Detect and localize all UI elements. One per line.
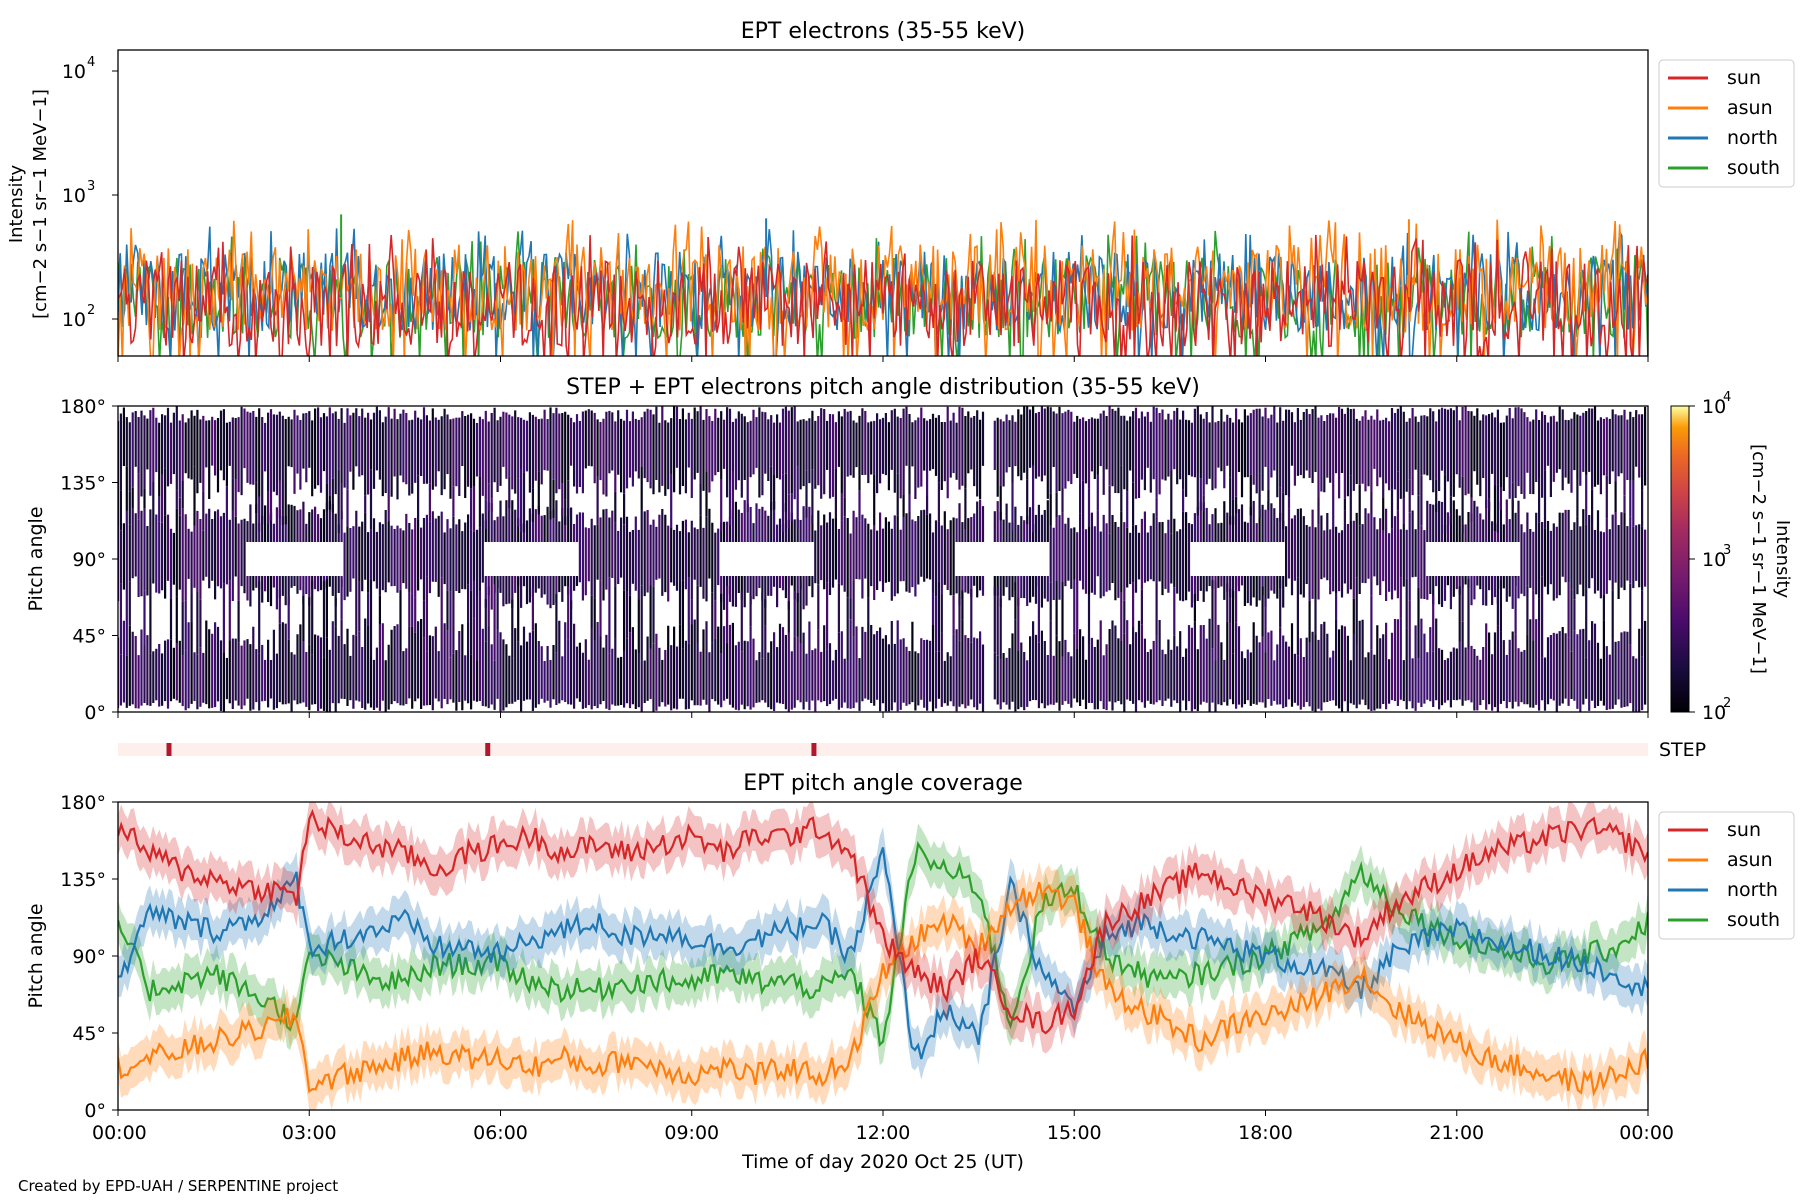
panel-intensity: EPT electrons (35-55 keV) 10 2 10 3 10 4… [6, 19, 1795, 362]
colorbar-gradient [1670, 405, 1690, 713]
p4-ytick-label: 0° [84, 1100, 106, 1122]
p1-ytick-exp: 4 [87, 55, 95, 70]
p2-ytick-label: 90° [72, 549, 106, 571]
x-axis-label: Time of day 2020 Oct 25 (UT) [741, 1151, 1024, 1173]
cb-tick-label: 10 [1702, 549, 1726, 571]
p1-ytick-label: 10 [62, 309, 86, 331]
panel2-title: STEP + EPT electrons pitch angle distrib… [566, 375, 1200, 400]
step-marker [485, 743, 491, 756]
colorbar: 10 2 10 3 10 4 Intensity [cm−2 s−1 sr−1 … [1670, 390, 1793, 724]
colorbar-units: [cm−2 s−1 sr−1 MeV−1] [1748, 444, 1769, 674]
panel1-title: EPT electrons (35-55 keV) [741, 19, 1026, 44]
x-tick-label: 09:00 [664, 1122, 719, 1144]
legend-label-asun: asun [1727, 849, 1773, 871]
panel1-legend: sun asun north south [1658, 59, 1795, 188]
panel4-legend: sun asun north south [1658, 811, 1795, 940]
step-strip: STEP [118, 739, 1706, 761]
p2-ytick-label: 135° [60, 473, 106, 495]
colorbar-label: Intensity [1772, 520, 1793, 599]
panel1-ylabel: Intensity [6, 164, 27, 243]
p2-ytick-label: 0° [84, 702, 106, 724]
step-label: STEP [1659, 739, 1706, 761]
cb-tick-exp: 3 [1723, 543, 1731, 558]
coverage-band-asun [118, 861, 1648, 1110]
x-tick-label: 00:00 [1619, 1122, 1674, 1144]
p4-ytick-label: 90° [72, 946, 106, 968]
panel1-yticks: 10 2 10 3 10 4 [62, 55, 118, 331]
p1-ytick-exp: 2 [87, 303, 95, 318]
cb-tick-exp: 4 [1723, 390, 1731, 405]
p2-ytick-label: 45° [72, 626, 106, 648]
coverage-line-asun [118, 881, 1648, 1097]
coverage-band-north [118, 827, 1648, 1080]
x-tick-label: 12:00 [856, 1122, 911, 1144]
p1-ytick-label: 10 [62, 185, 86, 207]
legend-label-south: south [1727, 909, 1780, 931]
p1-ytick-exp: 3 [87, 179, 95, 194]
panel4-ylabel: Pitch angle [25, 903, 47, 1008]
panel-pitch-coverage: EPT pitch angle coverage 0° 45° 90° 135° 180… [25, 771, 1795, 1173]
x-tick-label: 00:00 [92, 1122, 147, 1144]
p4-ytick-label: 180° [60, 792, 106, 814]
p2-ytick-label: 180° [60, 396, 106, 418]
step-bar [118, 743, 1648, 756]
x-tick-label: 21:00 [1429, 1122, 1484, 1144]
step-marker [811, 743, 817, 756]
legend-label-south: south [1727, 157, 1780, 179]
x-tick-label: 06:00 [473, 1122, 528, 1144]
credit-note: Created by EPD-UAH / SERPENTINE project [18, 1177, 338, 1195]
p1-ytick-label: 10 [62, 61, 86, 83]
legend-label-sun: sun [1727, 67, 1761, 89]
legend-label-north: north [1727, 879, 1778, 901]
legend-label-north: north [1727, 127, 1778, 149]
cb-tick-label: 10 [1702, 702, 1726, 724]
legend-label-sun: sun [1727, 819, 1761, 841]
coverage-line-north [118, 847, 1648, 1060]
coverage-line-sun [118, 808, 1648, 1035]
step-marker [166, 743, 172, 756]
panel2-ylabel: Pitch angle [25, 506, 47, 611]
legend-label-asun: asun [1727, 97, 1773, 119]
p4-ytick-label: 45° [72, 1023, 106, 1045]
intensity-line-sun [118, 234, 1648, 356]
cb-tick-label: 10 [1702, 396, 1726, 418]
x-tick-label: 15:00 [1047, 1122, 1102, 1144]
panel1-ylabel-units: [cm−2 s−1 sr−1 MeV−1] [30, 89, 51, 319]
intensity-line-asun [118, 219, 1648, 356]
p4-ytick-label: 135° [60, 869, 106, 891]
coverage-line-south [118, 841, 1648, 1048]
panel4-title: EPT pitch angle coverage [743, 771, 1023, 796]
panel-pitch-distribution: STEP + EPT electrons pitch angle distrib… [25, 375, 1793, 724]
x-tick-label: 18:00 [1238, 1122, 1293, 1144]
x-tick-label: 03:00 [282, 1122, 337, 1144]
cb-tick-exp: 2 [1723, 696, 1731, 711]
